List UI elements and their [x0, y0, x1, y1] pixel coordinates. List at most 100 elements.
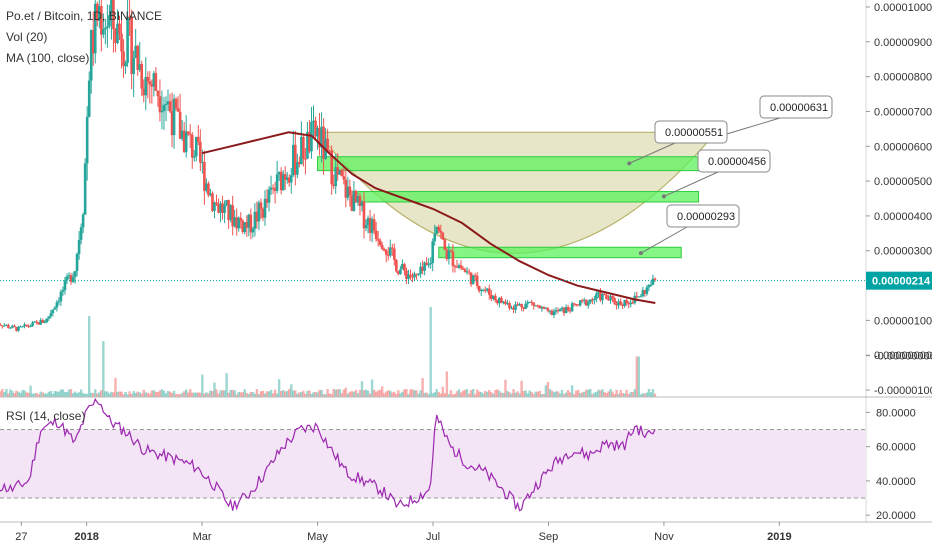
- candle-body: [382, 248, 386, 251]
- volume-bar: [7, 393, 10, 397]
- volume-bar: [25, 392, 28, 397]
- candle-body: [178, 111, 182, 139]
- volume-bar: [627, 394, 630, 397]
- callout-dot-3: [638, 251, 643, 256]
- price-tick-label: 0.00001000: [874, 2, 932, 14]
- volume-bar: [49, 390, 53, 397]
- candle-body: [15, 326, 18, 331]
- symbol-label[interactable]: Po.et / Bitcoin, 1D, BINANCE: [6, 9, 163, 23]
- time-tick-label: May: [307, 531, 328, 543]
- volume-bar: [322, 394, 325, 397]
- volume-bar: [461, 390, 465, 397]
- candle-body: [126, 16, 129, 63]
- volume-bar: [542, 393, 546, 397]
- volume-bar: [146, 392, 149, 397]
- volume-bar: [603, 392, 606, 397]
- volume-bar: [108, 393, 111, 397]
- volume-bar: [344, 387, 348, 397]
- volume-bar: [174, 394, 178, 397]
- candle-body: [124, 62, 127, 67]
- candle-body: [518, 303, 521, 306]
- volume-bar: [391, 392, 394, 397]
- volume-bar: [643, 393, 647, 397]
- volume-bar: [187, 392, 190, 397]
- volume-bar: [421, 378, 424, 397]
- candle-body: [118, 23, 121, 34]
- candle-body: [395, 259, 398, 272]
- candle-body: [71, 276, 75, 282]
- volume-bar: [279, 390, 283, 397]
- candle-body: [548, 310, 552, 312]
- candle-body: [39, 320, 43, 325]
- volume-bar: [459, 392, 463, 397]
- volume-bar: [380, 386, 384, 397]
- volume-bar: [520, 380, 523, 397]
- candle-body: [235, 217, 239, 229]
- volume-bar: [471, 388, 475, 397]
- candle-body: [53, 307, 57, 310]
- volume-bar: [607, 391, 610, 397]
- volume-bar: [288, 389, 291, 397]
- volume-bar: [653, 393, 657, 397]
- candle-body: [174, 98, 178, 109]
- candle-body: [607, 299, 610, 301]
- price-tick-label: 0.00000600: [874, 141, 932, 153]
- candle-body: [623, 300, 626, 306]
- volume-bar: [548, 389, 552, 397]
- volume-bar: [625, 389, 628, 397]
- candle-body: [419, 266, 422, 274]
- volume-bar: [591, 394, 594, 397]
- volume-bar: [417, 393, 420, 397]
- candle-body: [3, 325, 6, 327]
- candle-body: [584, 299, 588, 306]
- candle-body: [79, 227, 83, 240]
- candle-body: [423, 262, 426, 271]
- volume-bar: [645, 392, 649, 397]
- volume-bar: [112, 392, 115, 397]
- volume-bar: [488, 389, 491, 397]
- candle-body: [498, 297, 501, 304]
- candle-body: [465, 271, 469, 273]
- volume-indicator-label[interactable]: Vol (20): [6, 30, 48, 44]
- volume-bar: [619, 389, 622, 397]
- volume-bar: [114, 377, 117, 397]
- rsi-indicator-label[interactable]: RSI (14, close): [6, 409, 86, 423]
- candle-body: [556, 310, 560, 312]
- volume-bar: [37, 394, 40, 397]
- candle-body: [516, 304, 519, 306]
- volume-bar: [195, 392, 198, 397]
- volume-bar: [407, 394, 410, 397]
- ma-indicator-label[interactable]: MA (100, close): [6, 51, 90, 65]
- volume-bar: [215, 389, 218, 397]
- volume-bar: [191, 392, 194, 397]
- volume-bar: [1, 389, 4, 397]
- volume-bar: [376, 390, 380, 397]
- volume-bar: [150, 390, 154, 397]
- volume-bar: [326, 389, 329, 397]
- callout-box-0: [759, 95, 833, 119]
- candle-body: [170, 111, 174, 136]
- volume-bar: [358, 389, 362, 397]
- volume-bar: [15, 390, 18, 397]
- candle-body: [180, 130, 184, 139]
- candle-body: [108, 15, 111, 27]
- volume-bar: [617, 393, 620, 397]
- volume-bar: [243, 389, 246, 397]
- price-tick-label: 0.00000900: [874, 37, 932, 49]
- volume-bar: [437, 392, 440, 397]
- candle-body: [415, 273, 418, 275]
- volume-bar: [239, 392, 242, 397]
- candle-body: [370, 219, 374, 233]
- candle-body: [221, 203, 224, 213]
- volume-bar: [267, 391, 271, 397]
- volume-bar: [651, 389, 655, 397]
- candle-body: [7, 324, 10, 328]
- callout-dot-1: [627, 161, 632, 166]
- candle-body: [186, 131, 190, 134]
- volume-bar: [558, 393, 562, 397]
- volume-bar: [75, 393, 79, 397]
- candle-body: [65, 276, 69, 281]
- volume-bar: [389, 390, 392, 397]
- volume-bar: [518, 393, 521, 397]
- candle-body: [502, 301, 505, 303]
